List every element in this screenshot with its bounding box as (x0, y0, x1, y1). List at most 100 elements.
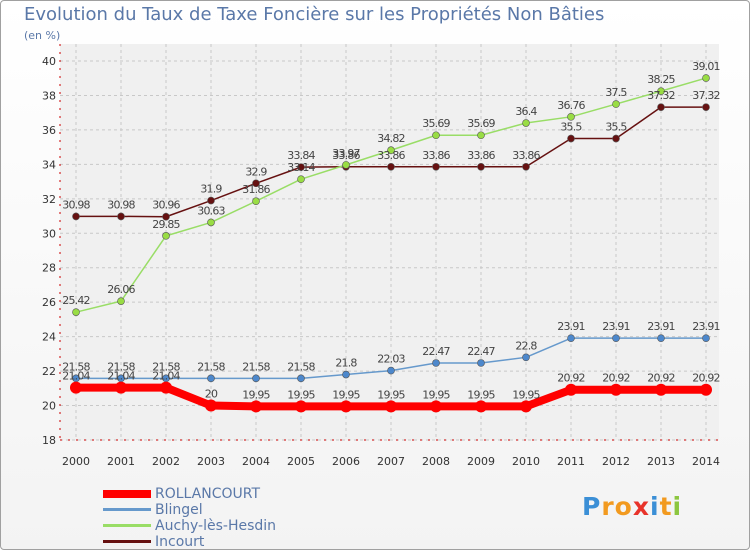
x-tick-label: 2007 (377, 455, 405, 468)
chart-unit-label: (en %) (24, 29, 61, 42)
logo-letter: i (650, 492, 660, 521)
data-point (385, 400, 397, 413)
data-label: 33.86 (377, 149, 405, 162)
data-label: 31.9 (200, 183, 222, 196)
data-point (205, 399, 217, 412)
data-label: 21.58 (107, 360, 135, 373)
data-label: 19.95 (377, 388, 405, 401)
data-label: 22.03 (377, 353, 405, 366)
data-label: 19.95 (512, 388, 540, 401)
logo-letter: P (582, 492, 602, 521)
data-point (297, 374, 305, 383)
data-label: 34.82 (377, 132, 405, 145)
proxiti-logo: Proxiti (582, 492, 682, 521)
legend-item-incourt: Incourt (103, 534, 353, 550)
data-label: 25.42 (62, 294, 90, 307)
data-label: 19.95 (422, 388, 450, 401)
data-point (522, 353, 530, 362)
legend-label: Auchy-lès-Hesdin (155, 518, 277, 534)
data-label: 23.91 (602, 320, 630, 333)
data-label: 21.8 (335, 357, 357, 370)
y-tick-label: 34 (42, 158, 56, 171)
data-label: 29.85 (152, 218, 180, 231)
data-point (207, 374, 215, 383)
data-label: 30.98 (107, 198, 135, 211)
data-label: 21.04 (62, 370, 90, 383)
x-tick-label: 2011 (557, 455, 585, 468)
data-label: 21.58 (197, 360, 225, 373)
data-point (520, 400, 532, 413)
data-label: 20.92 (647, 372, 675, 385)
data-label: 19.95 (287, 388, 315, 401)
data-point (522, 119, 530, 127)
data-point (610, 383, 622, 396)
data-point (340, 400, 352, 413)
data-point (297, 163, 305, 171)
x-tick-label: 2001 (107, 455, 135, 468)
data-point (657, 87, 665, 95)
x-tick-label: 2013 (647, 455, 675, 468)
legend-label: Incourt (155, 534, 205, 550)
x-tick-label: 2005 (287, 455, 315, 468)
data-label: 20.92 (692, 372, 720, 385)
data-point (117, 297, 125, 305)
y-tick-label: 20 (42, 400, 56, 413)
data-point (342, 161, 350, 169)
data-point (117, 212, 125, 221)
data-point (657, 103, 665, 111)
data-label: 39.01 (692, 60, 720, 73)
x-tick-label: 2006 (332, 455, 360, 468)
data-point (522, 162, 530, 171)
data-label: 32.9 (245, 165, 267, 178)
legend-label: ROLLANCOURT (155, 486, 261, 502)
data-point (612, 134, 620, 143)
legend-swatch (103, 490, 151, 498)
x-tick-label: 2002 (152, 455, 180, 468)
data-label: 33.84 (287, 149, 315, 162)
data-label: 35.5 (605, 121, 627, 134)
data-point (72, 212, 80, 221)
data-label: 20.92 (557, 372, 585, 385)
data-label: 22.47 (467, 345, 495, 358)
data-label: 30.63 (197, 204, 225, 217)
data-label: 19.95 (242, 388, 270, 401)
logo-letter: i (672, 492, 683, 521)
data-label: 35.69 (467, 117, 495, 130)
data-label: 33.86 (332, 149, 360, 162)
data-point (702, 74, 710, 82)
data-label: 20 (205, 388, 218, 401)
data-point (655, 383, 667, 396)
data-label: 20.92 (602, 372, 630, 385)
data-point (657, 334, 665, 342)
data-point (612, 100, 620, 108)
x-tick-label: 2004 (242, 455, 270, 468)
data-point (565, 383, 577, 396)
data-point (567, 334, 575, 342)
legend-item-rollancourt: ROLLANCOURT (103, 486, 353, 502)
legend-item-auchy: Auchy-lès-Hesdin (103, 518, 353, 534)
x-tick-label: 2009 (467, 455, 495, 468)
y-tick-label: 38 (42, 89, 56, 102)
chart-title: Evolution du Taux de Taxe Foncière sur l… (24, 4, 605, 25)
data-point (702, 334, 710, 342)
data-point (115, 381, 127, 394)
x-tick-label: 2000 (62, 455, 90, 468)
y-tick-label: 28 (42, 262, 56, 275)
data-point (387, 162, 395, 171)
data-point (160, 381, 172, 394)
data-label: 23.91 (647, 320, 675, 333)
data-label: 19.95 (467, 388, 495, 401)
data-label: 21.58 (242, 360, 270, 373)
logo-letter: x (632, 492, 650, 521)
y-tick-label: 40 (42, 55, 56, 68)
data-point (297, 175, 305, 183)
data-point (477, 359, 485, 367)
x-tick-label: 2014 (692, 455, 720, 468)
data-label: 35.5 (560, 121, 582, 134)
data-point (207, 196, 215, 205)
data-point (432, 359, 440, 367)
x-tick-label: 2003 (197, 455, 225, 468)
data-point (387, 146, 395, 155)
data-point (252, 197, 260, 206)
